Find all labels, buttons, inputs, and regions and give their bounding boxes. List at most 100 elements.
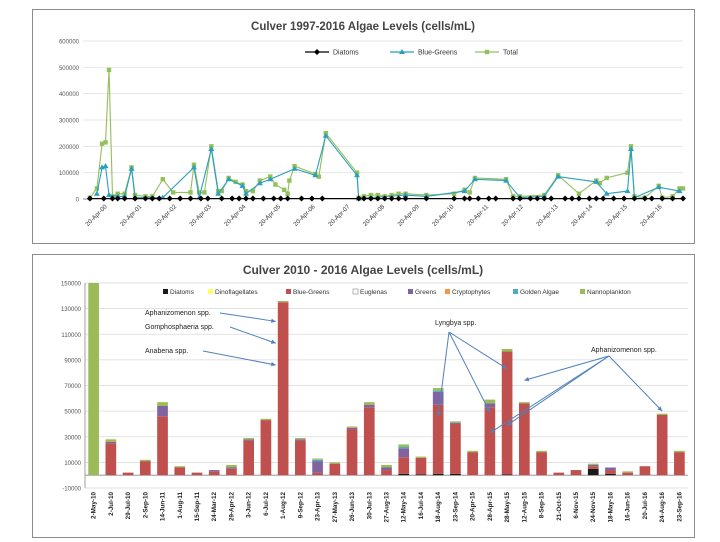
blue-greens-marker [225, 176, 232, 182]
bar-segment-blue-greens [346, 429, 358, 476]
blue-greens-marker [215, 190, 222, 196]
algae-line-chart: Culver 1997-2016 Algae Levels (cells/mL)… [59, 21, 686, 228]
blue-greens-marker [256, 180, 263, 186]
chart1-x-tick-label: 20-Apr-03 [188, 203, 213, 228]
chart2-legend-label: Dinoflagellates [215, 289, 258, 296]
bar-segment-blue-greens [656, 414, 668, 476]
chart1-x-tick-label: 20-Apr-07 [327, 203, 352, 228]
chart2-x-tick-label: 18-May-16 [607, 492, 614, 523]
total-marker [467, 190, 472, 195]
diatoms-marker [548, 195, 555, 202]
bar-segment-blue-greens [208, 471, 220, 476]
blue-greens-marker [399, 49, 405, 54]
bar-segment-golden-algae [432, 390, 444, 392]
chart2-x-tick-label: 20-Jul-16 [642, 492, 649, 520]
chart2-x-tick-label: 23-Sep-14 [452, 492, 459, 522]
chart2-legend-label: Nannoplankton [587, 289, 631, 296]
bar-segment-greens [346, 427, 358, 430]
chart2-annotation-arrowhead [657, 406, 663, 412]
chart1-x-tick-label: 20-Apr-12 [500, 203, 525, 228]
chart2-y-tick-label: 50000 [64, 410, 81, 416]
diatoms-marker [197, 195, 204, 202]
bar-segment-greens [312, 461, 323, 473]
bar-segment-greens [484, 403, 496, 408]
chart2-x-tick-label: 12-Aug-15 [521, 492, 528, 523]
chart2-annotation-arrowhead [489, 428, 495, 433]
chart1-x-tick-label: 20-Apr-16 [639, 203, 664, 228]
chart1-series-line-blue-greens [96, 134, 680, 200]
chart2-annotation-label: Anabena spp. [145, 348, 188, 355]
diatoms-marker [402, 195, 409, 202]
diatoms-marker [388, 195, 395, 202]
chart1-x-tick-label: 20-Apr-04 [223, 203, 248, 228]
blue-greens-marker [676, 188, 683, 194]
diatoms-marker [149, 195, 156, 202]
chart1-x-tick-label: 20-Apr-14 [570, 203, 595, 228]
chart2-annotation-arrow [524, 355, 610, 381]
chart1-x-tick-label: 20-Apr-00 [84, 203, 109, 228]
bar-segment-nannoplankton [501, 348, 513, 352]
diatoms-marker [260, 195, 267, 202]
total-marker [375, 192, 380, 198]
chart2-legend-label: Blue-Greens [293, 289, 330, 296]
chart1-x-tick-label: 20-Apr-15 [605, 203, 630, 228]
chart2-annotation-arrowhead [271, 318, 276, 323]
total-marker [188, 190, 193, 195]
total-marker [219, 188, 224, 194]
total-marker [316, 174, 322, 179]
chart2-x-tick-label: 2-Jul-10 [108, 492, 115, 516]
diatoms-marker [86, 195, 93, 202]
bar-segment-nannoplankton [398, 444, 410, 447]
chart1-y-tick-label: 200000 [59, 145, 80, 151]
diatoms-marker [510, 195, 517, 202]
blue-greens-marker [208, 145, 215, 151]
bar-segment-greens [587, 464, 599, 467]
diatoms-marker [204, 195, 211, 202]
total-marker [273, 182, 278, 187]
diatoms-marker [142, 195, 149, 202]
bar-segment-blue-greens [570, 470, 582, 476]
chart2-annotation-label: Lyngbya spp. [435, 320, 476, 327]
bottom-chart-panel: Culver 2010 - 2016 Algae Levels (cells/m… [32, 254, 695, 538]
total-marker [170, 190, 176, 195]
chart2-x-tick-label: 26-Jun-13 [349, 492, 356, 522]
bar-segment-blue-greens [174, 467, 186, 476]
total-marker [103, 140, 108, 145]
diatoms-marker [374, 195, 381, 202]
diatoms-marker [423, 195, 430, 202]
chart2-annotation-arrow [437, 331, 450, 417]
chart1-x-tick-label: 20-Apr-11 [466, 203, 490, 227]
diatoms-marker [461, 195, 468, 202]
chart2-x-tick-label: 30-Jul-13 [366, 492, 373, 520]
bar-segment-blue-greens [398, 457, 410, 474]
bar-segment-blue-greens [605, 470, 616, 474]
bar-segment-nannoplankton [674, 450, 685, 453]
bar-segment-nannoplankton [226, 464, 237, 468]
blue-greens-marker [603, 190, 610, 196]
chart2-x-tick-label: 28-May-15 [504, 492, 511, 523]
blue-greens-marker [555, 173, 562, 179]
bar-segment-blue-greens [381, 470, 392, 476]
chart2-y-tick-label: 30000 [64, 435, 81, 441]
total-marker [484, 49, 490, 55]
diatoms-marker [166, 195, 173, 202]
bar-segment-nannoplankton [105, 439, 117, 442]
bar-segment-nannoplankton [450, 421, 461, 423]
bar-segment-blue-greens [363, 407, 375, 476]
diatoms-marker [610, 195, 617, 202]
bar-segment-greens [243, 439, 255, 441]
algae-stacked-bar-chart: Culver 2010 - 2016 Algae Levels (cells/m… [61, 263, 688, 523]
blue-greens-marker [106, 192, 113, 198]
diatoms-marker [319, 195, 326, 202]
diatoms-marker [360, 195, 367, 202]
bar-segment-blue-greens [501, 351, 513, 475]
chart2-x-tick-label: 21-Oct-15 [556, 492, 563, 521]
total-marker [285, 191, 290, 196]
bar-segment-greens [381, 467, 392, 471]
total-marker [250, 188, 256, 194]
diatoms-marker [298, 195, 305, 202]
blue-greens-marker [312, 172, 319, 178]
diatoms-marker [236, 195, 243, 202]
chart2-annotation-arrow [219, 312, 276, 322]
chart1-y-tick-label: 400000 [59, 92, 80, 98]
